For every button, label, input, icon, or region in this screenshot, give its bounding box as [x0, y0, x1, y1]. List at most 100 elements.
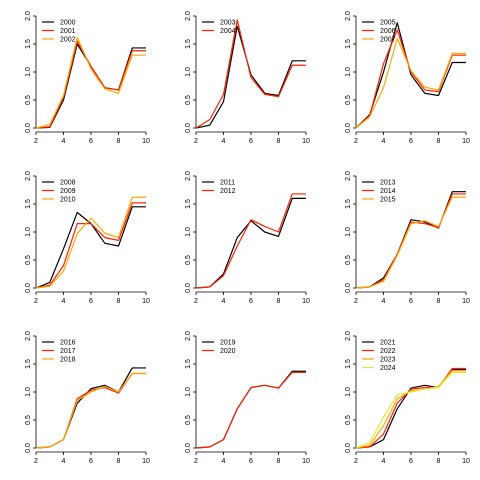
- y-tick-label: 1.5: [25, 199, 32, 209]
- x-tick-label: 4: [222, 298, 226, 305]
- series-line-2017: [35, 372, 146, 449]
- legend-label: 2014: [380, 188, 396, 195]
- y-tick-label: 0.0: [25, 443, 32, 453]
- series-line-2018: [35, 372, 146, 449]
- legend-label: 2001: [60, 28, 76, 35]
- series-line-2020: [195, 371, 306, 449]
- series-line-2024: [355, 371, 466, 449]
- legend-label: 2023: [380, 357, 396, 364]
- series-line-2007: [355, 37, 466, 129]
- legend-label: 2008: [60, 180, 76, 187]
- series-line-2016: [35, 367, 146, 449]
- x-tick-label: 8: [437, 138, 441, 145]
- legend-label: 2020: [220, 348, 236, 355]
- y-tick-label: 1.0: [185, 227, 192, 237]
- x-tick-label: 10: [462, 458, 470, 465]
- y-tick-label: 1.0: [185, 387, 192, 397]
- series-line-2009: [35, 202, 146, 289]
- y-tick-label: 1.5: [345, 199, 352, 209]
- y-tick-label: 0.5: [345, 95, 352, 105]
- legend-label: 2006: [380, 28, 396, 35]
- y-tick-label: 1.0: [345, 387, 352, 397]
- y-tick-label: 0.5: [25, 95, 32, 105]
- legend-label: 2004: [220, 28, 236, 35]
- x-tick-label: 2: [34, 458, 38, 465]
- x-tick-label: 6: [89, 458, 93, 465]
- x-tick-label: 10: [142, 138, 150, 145]
- series-line-2013: [355, 191, 466, 289]
- x-tick-label: 6: [249, 458, 253, 465]
- y-tick-label: 1.5: [25, 39, 32, 49]
- legend-label: 2021: [380, 340, 396, 347]
- y-tick-label: 1.0: [25, 227, 32, 237]
- y-tick-label: 2.0: [345, 11, 352, 21]
- y-tick-label: 1.5: [185, 359, 192, 369]
- legend-label: 2007: [380, 37, 396, 44]
- x-tick-label: 10: [302, 298, 310, 305]
- y-tick-label: 0.0: [185, 283, 192, 293]
- x-tick-label: 10: [302, 458, 310, 465]
- x-tick-label: 2: [34, 298, 38, 305]
- x-tick-label: 2: [354, 458, 358, 465]
- series-line-2008: [35, 206, 146, 289]
- x-tick-label: 4: [382, 458, 386, 465]
- series-line-2004: [195, 19, 306, 129]
- x-tick-label: 8: [277, 138, 281, 145]
- legend-label: 2000: [60, 20, 76, 27]
- y-tick-label: 2.0: [25, 11, 32, 21]
- x-tick-label: 2: [354, 138, 358, 145]
- x-tick-label: 6: [249, 138, 253, 145]
- x-tick-label: 10: [142, 458, 150, 465]
- x-tick-label: 6: [409, 298, 413, 305]
- series-line-2010: [35, 196, 146, 289]
- x-tick-label: 2: [194, 138, 198, 145]
- legend-label: 2003: [220, 20, 236, 27]
- legend-label: 2010: [60, 197, 76, 204]
- series-line-2022: [355, 367, 466, 449]
- x-tick-label: 10: [142, 298, 150, 305]
- legend-label: 2017: [60, 348, 76, 355]
- legend-label: 2016: [60, 340, 76, 347]
- x-tick-label: 2: [194, 458, 198, 465]
- legend-label: 2013: [380, 180, 396, 187]
- y-tick-label: 0.5: [25, 415, 32, 425]
- x-tick-label: 6: [409, 138, 413, 145]
- y-tick-label: 0.0: [25, 123, 32, 133]
- y-tick-label: 1.5: [345, 39, 352, 49]
- legend-label: 2024: [380, 365, 396, 372]
- series-line-2023: [355, 370, 466, 449]
- legend-label: 2009: [60, 188, 76, 195]
- x-tick-label: 6: [409, 458, 413, 465]
- x-tick-label: 8: [117, 458, 121, 465]
- y-tick-label: 0.5: [345, 255, 352, 265]
- legend-label: 2018: [60, 357, 76, 364]
- y-tick-label: 1.5: [345, 359, 352, 369]
- x-tick-label: 4: [222, 138, 226, 145]
- y-tick-label: 2.0: [345, 171, 352, 181]
- x-tick-label: 2: [34, 138, 38, 145]
- legend-label: 2011: [220, 180, 235, 187]
- x-tick-label: 8: [117, 138, 121, 145]
- y-tick-label: 1.0: [345, 67, 352, 77]
- y-tick-label: 0.0: [345, 443, 352, 453]
- y-tick-label: 1.0: [25, 387, 32, 397]
- x-tick-label: 4: [222, 458, 226, 465]
- series-line-2011: [195, 197, 306, 289]
- x-tick-label: 8: [277, 298, 281, 305]
- legend-label: 2012: [220, 188, 236, 195]
- legend-label: 2005: [380, 20, 396, 27]
- x-tick-label: 8: [437, 458, 441, 465]
- y-tick-label: 1.0: [185, 67, 192, 77]
- y-tick-label: 0.0: [185, 123, 192, 133]
- legend-label: 2019: [220, 340, 236, 347]
- x-tick-label: 4: [62, 458, 66, 465]
- y-tick-label: 2.0: [185, 331, 192, 341]
- x-tick-label: 2: [194, 298, 198, 305]
- y-tick-label: 1.5: [185, 199, 192, 209]
- x-tick-label: 6: [89, 298, 93, 305]
- y-tick-label: 1.5: [25, 359, 32, 369]
- series-line-2000: [35, 43, 146, 129]
